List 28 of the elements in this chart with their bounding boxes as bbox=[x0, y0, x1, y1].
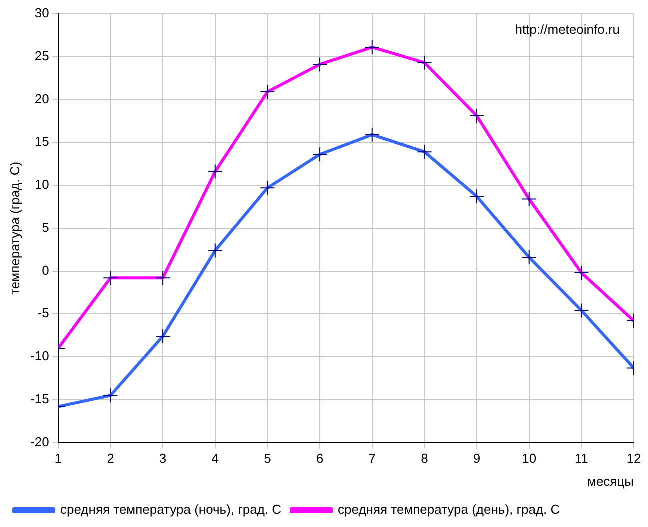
y-tick-label: 30 bbox=[34, 6, 50, 21]
y-tick-label: 20 bbox=[34, 91, 50, 106]
x-tick-label: 1 bbox=[54, 451, 62, 466]
x-tick-label: 11 bbox=[574, 451, 588, 466]
y-tick-label: 5 bbox=[42, 220, 50, 235]
y-tick-label: -10 bbox=[30, 348, 50, 364]
y-tick-label: -20 bbox=[30, 434, 50, 450]
x-tick-label: 4 bbox=[212, 451, 219, 466]
x-tick-label: 5 bbox=[264, 451, 272, 466]
x-tick-label: 3 bbox=[159, 451, 167, 466]
x-tick-label: 10 bbox=[522, 451, 537, 466]
y-axis-title: температура (град. С) bbox=[7, 162, 22, 295]
y-tick-label: 25 bbox=[34, 48, 50, 64]
legend-label: средняя температура (день), град. С bbox=[338, 502, 560, 518]
y-tick-label: -5 bbox=[38, 306, 50, 321]
x-tick-label: 12 bbox=[626, 451, 642, 466]
x-tick-label: 6 bbox=[316, 451, 324, 466]
annotation: http://meteoinfo.ru bbox=[515, 22, 620, 38]
y-tick-label: -15 bbox=[30, 392, 50, 406]
legend-label: средняя температура (ночь), град. С bbox=[60, 502, 282, 518]
x-tick-label: 7 bbox=[368, 451, 376, 466]
y-tick-label: 15 bbox=[34, 134, 50, 150]
x-tick-label: 8 bbox=[421, 451, 428, 466]
x-axis-title: месяцы bbox=[588, 474, 634, 489]
y-tick-label: 0 bbox=[42, 262, 50, 278]
x-tick-label: 2 bbox=[107, 451, 114, 466]
x-tick-label: 9 bbox=[473, 451, 481, 466]
y-tick-label: 10 bbox=[34, 177, 50, 192]
